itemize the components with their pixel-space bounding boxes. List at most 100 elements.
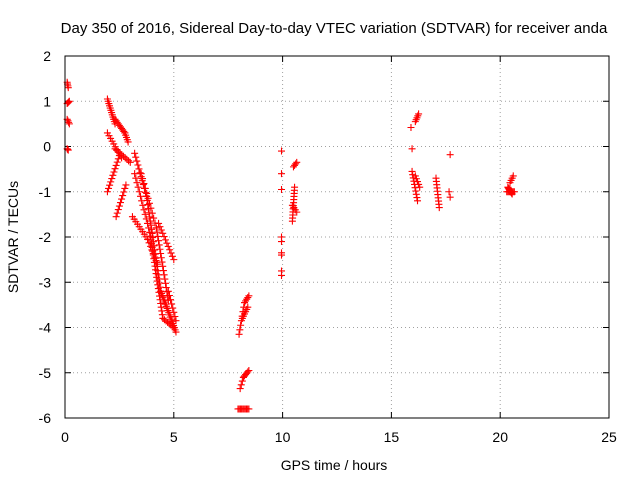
data-point bbox=[278, 147, 286, 155]
data-point bbox=[114, 206, 122, 214]
data-point bbox=[65, 97, 73, 105]
data-point bbox=[123, 155, 131, 163]
data-point bbox=[109, 171, 117, 179]
data-point bbox=[136, 192, 144, 200]
y-tick-label: -1 bbox=[39, 184, 52, 200]
data-point bbox=[293, 208, 301, 216]
data-point bbox=[136, 169, 144, 177]
data-point bbox=[160, 233, 168, 241]
data-point bbox=[292, 160, 300, 168]
data-point bbox=[156, 223, 164, 231]
data-point bbox=[144, 235, 152, 243]
data-point bbox=[412, 187, 420, 195]
data-point bbox=[168, 322, 176, 330]
data-point bbox=[238, 377, 246, 385]
data-point bbox=[115, 202, 123, 210]
data-point bbox=[154, 285, 162, 293]
data-point bbox=[119, 192, 127, 200]
data-point bbox=[162, 279, 170, 287]
data-point bbox=[148, 209, 156, 217]
data-point bbox=[156, 292, 164, 300]
data-point bbox=[416, 183, 424, 191]
data-point bbox=[134, 183, 142, 191]
data-point bbox=[245, 405, 253, 413]
y-tick-label: 1 bbox=[43, 93, 51, 109]
data-point bbox=[154, 232, 162, 240]
data-point bbox=[106, 181, 114, 189]
data-point bbox=[156, 245, 164, 253]
data-point bbox=[159, 262, 167, 270]
data-point bbox=[155, 241, 163, 249]
data-point bbox=[65, 120, 73, 128]
data-point bbox=[152, 266, 160, 274]
data-point bbox=[134, 161, 142, 169]
data-point bbox=[64, 99, 72, 107]
y-tick-label: 2 bbox=[43, 48, 51, 64]
data-point bbox=[235, 330, 243, 338]
data-point bbox=[278, 251, 286, 259]
data-point bbox=[145, 199, 153, 207]
data-point bbox=[291, 183, 299, 191]
data-point bbox=[414, 197, 422, 205]
data-point bbox=[143, 189, 151, 197]
x-axis-label: GPS time / hours bbox=[281, 457, 388, 473]
data-point bbox=[245, 292, 253, 300]
data-point bbox=[510, 188, 518, 196]
data-point bbox=[118, 151, 126, 159]
x-tick-label: 20 bbox=[492, 429, 508, 445]
data-point bbox=[103, 188, 111, 196]
data-point bbox=[166, 246, 174, 254]
data-point bbox=[131, 170, 139, 178]
data-point bbox=[64, 146, 72, 154]
data-point bbox=[278, 170, 286, 178]
data-point bbox=[408, 145, 416, 153]
data-point bbox=[153, 277, 161, 285]
data-point bbox=[157, 226, 165, 234]
x-tick-label: 25 bbox=[601, 429, 617, 445]
data-point bbox=[168, 300, 176, 308]
data-point bbox=[120, 188, 128, 196]
data-point bbox=[244, 303, 252, 311]
data-point bbox=[148, 246, 156, 254]
data-point bbox=[153, 273, 161, 281]
data-point bbox=[278, 185, 286, 193]
data-point bbox=[105, 184, 113, 192]
data-point bbox=[172, 317, 180, 325]
data-point bbox=[151, 253, 159, 261]
data-point bbox=[131, 149, 139, 157]
data-point bbox=[64, 84, 72, 92]
points-layer bbox=[63, 78, 518, 413]
data-point bbox=[170, 256, 178, 264]
data-point bbox=[155, 288, 163, 296]
y-tick-label: -4 bbox=[39, 320, 52, 336]
data-point bbox=[65, 118, 73, 126]
y-tick-label: -5 bbox=[39, 365, 52, 381]
data-point bbox=[236, 326, 244, 334]
data-point bbox=[132, 174, 140, 182]
data-point bbox=[107, 178, 115, 186]
data-point bbox=[114, 155, 122, 163]
data-point bbox=[111, 145, 119, 153]
data-point bbox=[152, 224, 160, 232]
data-point bbox=[118, 195, 126, 203]
data-point bbox=[170, 308, 178, 316]
plot-frame bbox=[64, 55, 610, 419]
data-point bbox=[114, 148, 122, 156]
data-point bbox=[165, 292, 173, 300]
data-point bbox=[64, 117, 72, 125]
data-point bbox=[113, 158, 121, 166]
data-point bbox=[145, 224, 153, 232]
data-point bbox=[445, 188, 453, 196]
data-point bbox=[158, 307, 166, 315]
data-point bbox=[237, 381, 245, 389]
data-point bbox=[446, 193, 454, 201]
data-point bbox=[244, 368, 252, 376]
data-point bbox=[161, 236, 169, 244]
data-point bbox=[158, 311, 166, 319]
data-point bbox=[122, 181, 130, 189]
data-point bbox=[150, 214, 158, 222]
data-point bbox=[139, 175, 147, 183]
data-point bbox=[135, 165, 143, 173]
data-point bbox=[133, 179, 141, 187]
